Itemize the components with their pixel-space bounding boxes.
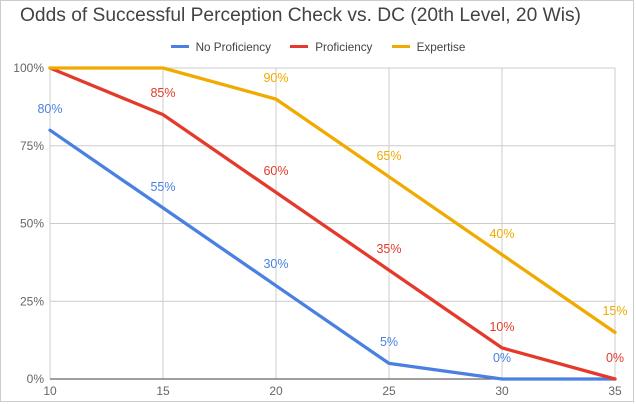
svg-text:40%: 40% xyxy=(489,227,514,241)
svg-text:35%: 35% xyxy=(376,242,401,256)
svg-text:15%: 15% xyxy=(602,304,627,318)
svg-text:15: 15 xyxy=(156,384,170,398)
svg-text:20: 20 xyxy=(269,384,283,398)
svg-text:100%: 100% xyxy=(13,61,44,75)
svg-text:25%: 25% xyxy=(20,294,44,308)
svg-text:0%: 0% xyxy=(27,372,45,386)
svg-text:30%: 30% xyxy=(263,257,288,271)
svg-text:10%: 10% xyxy=(489,320,514,334)
svg-text:5%: 5% xyxy=(380,335,398,349)
svg-text:0%: 0% xyxy=(606,351,624,365)
svg-text:35: 35 xyxy=(608,384,622,398)
svg-text:65%: 65% xyxy=(376,149,401,163)
svg-text:25: 25 xyxy=(382,384,396,398)
svg-text:0%: 0% xyxy=(493,351,511,365)
svg-text:30: 30 xyxy=(495,384,509,398)
svg-text:90%: 90% xyxy=(263,71,288,85)
svg-text:80%: 80% xyxy=(37,102,62,116)
svg-text:50%: 50% xyxy=(20,217,44,231)
svg-text:75%: 75% xyxy=(20,139,44,153)
svg-text:60%: 60% xyxy=(263,164,288,178)
svg-text:85%: 85% xyxy=(150,86,175,100)
svg-text:55%: 55% xyxy=(150,180,175,194)
svg-text:10: 10 xyxy=(43,384,57,398)
